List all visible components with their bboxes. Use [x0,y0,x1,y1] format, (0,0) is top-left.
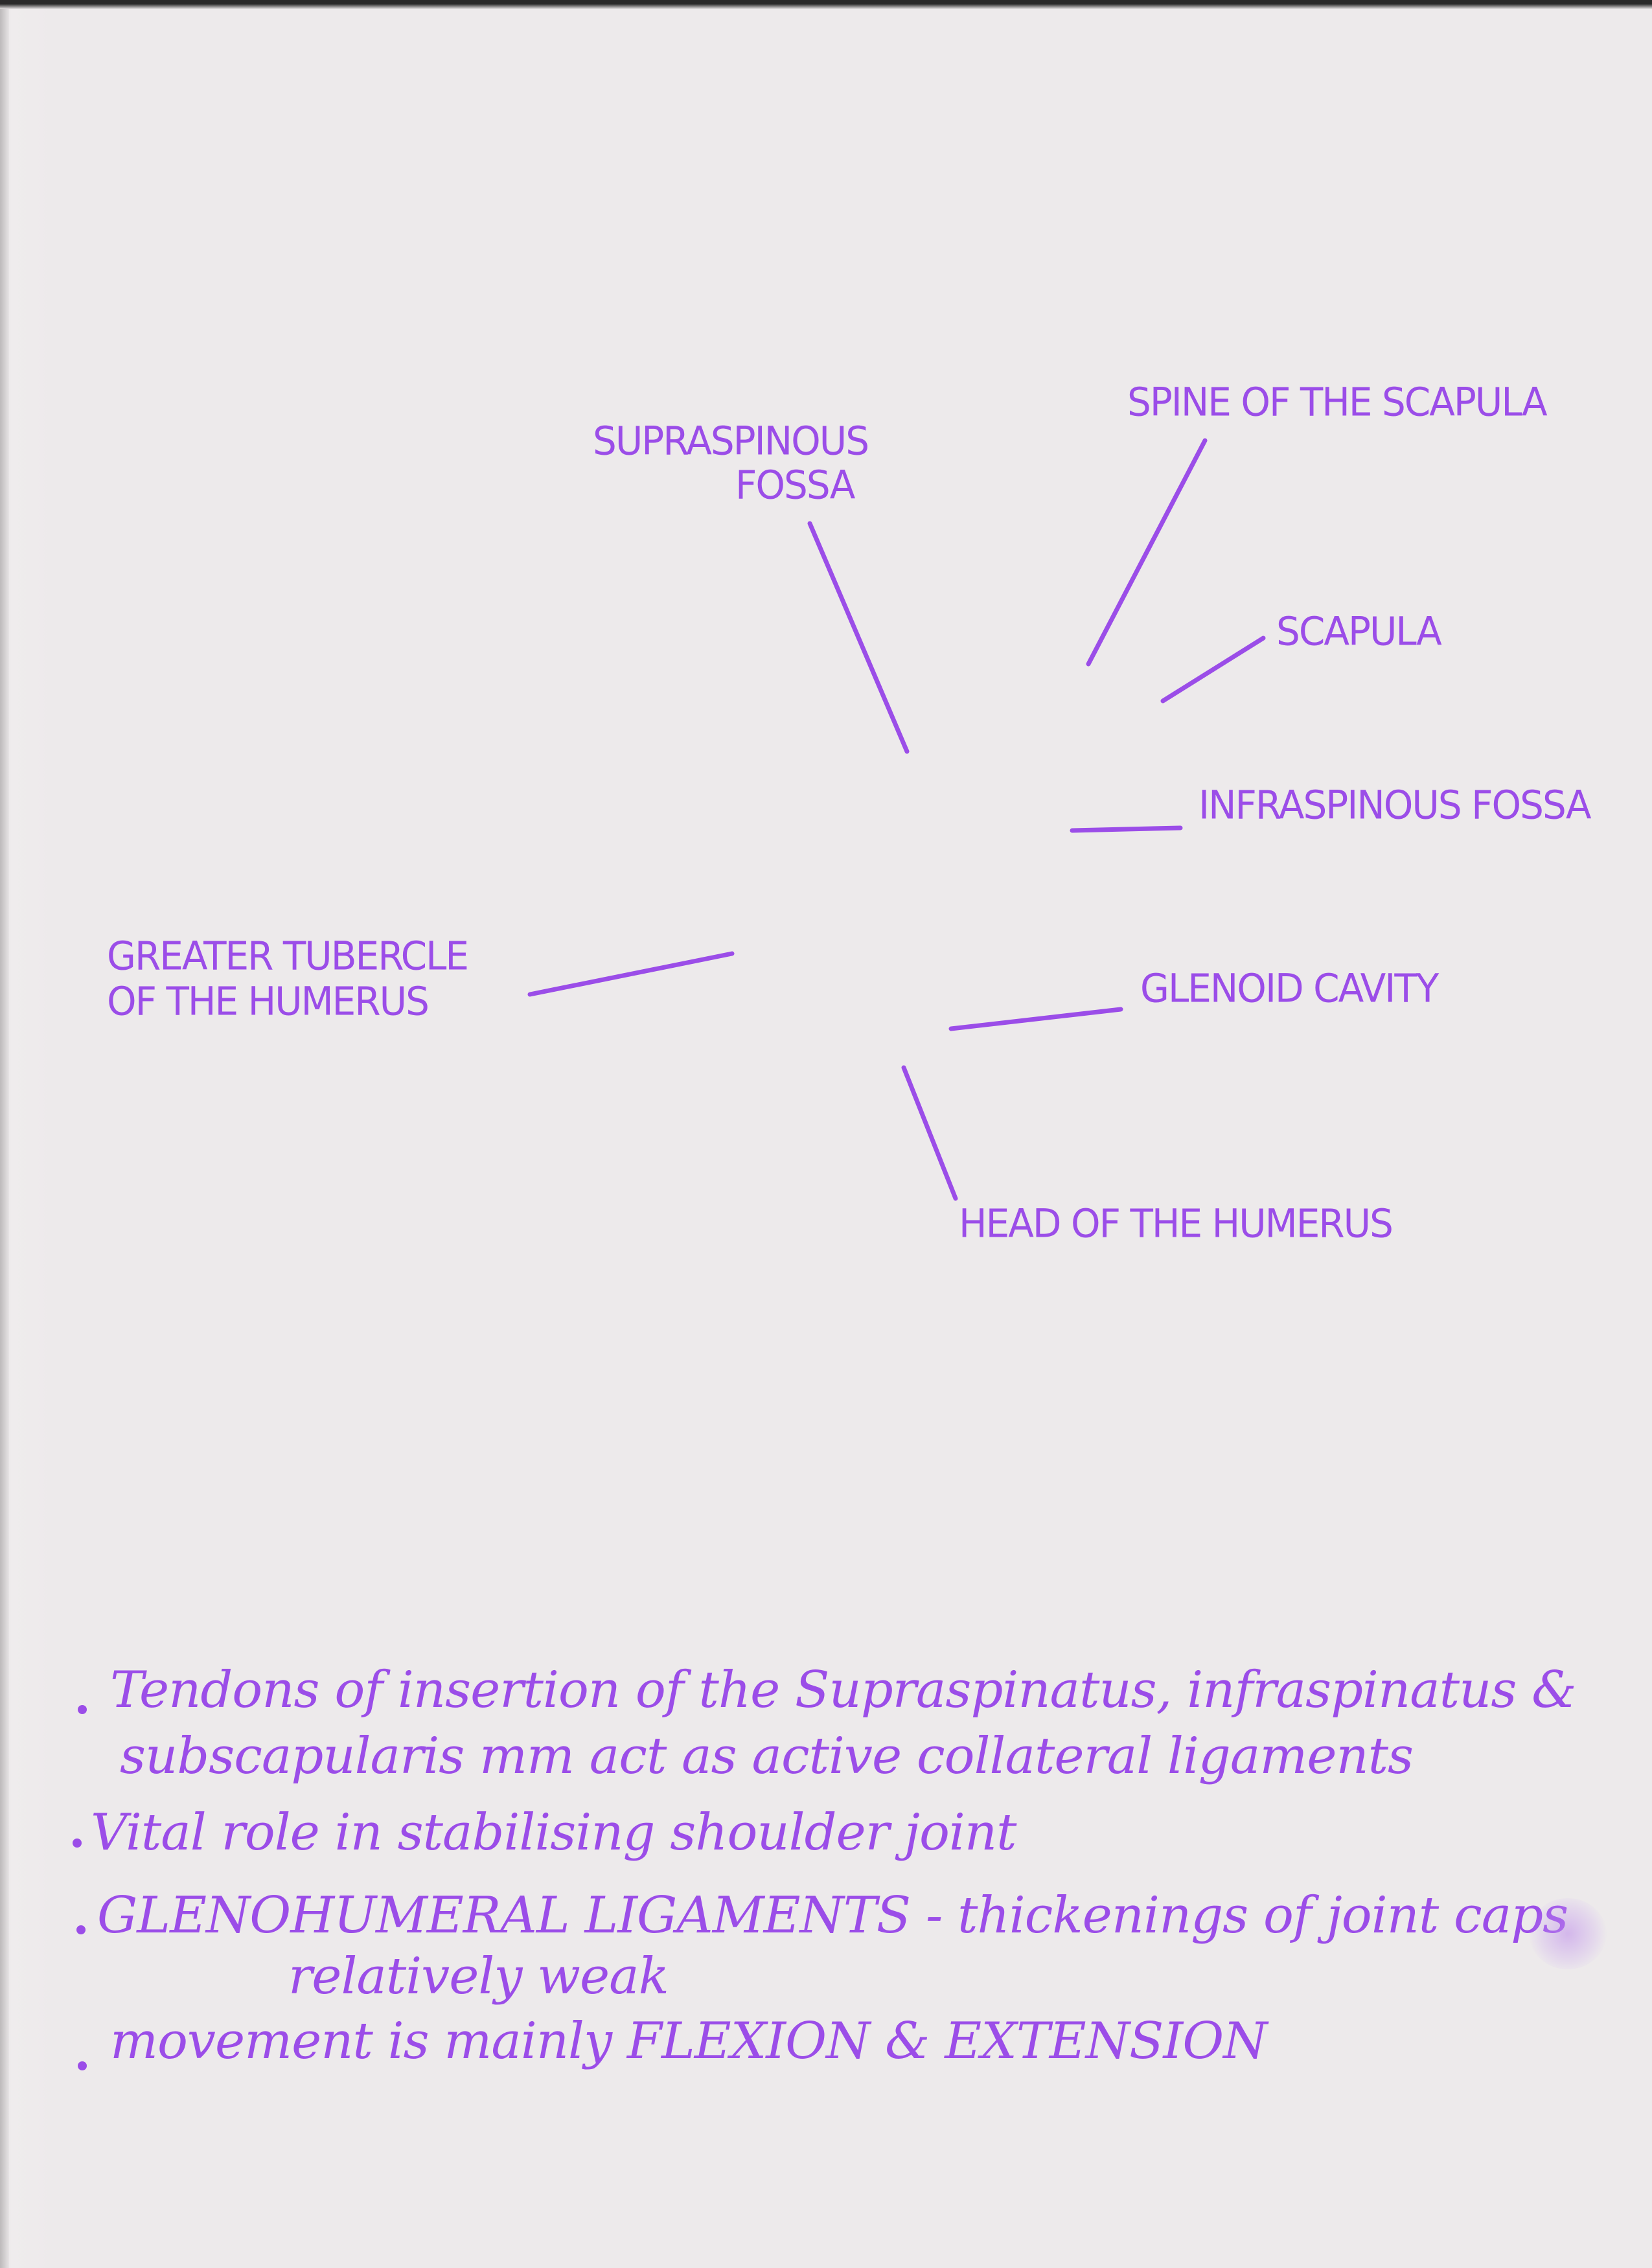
bullet-dot [73,1838,82,1848]
leader-greater-tubercle [527,951,735,997]
bullet-dot [78,2061,87,2070]
label-glenoid-cavity: GLENOID CAVITY [1140,965,1439,1012]
note-bullet4: movement is mainly FLEXION & EXTENSION [110,2012,1267,2070]
bullet-dot [76,1925,86,1934]
label-supraspinous-fossa-line1: SUPRASPINOUS [593,417,869,464]
page-top-edge [0,0,1652,9]
note-bullet2: Vital role in stabilising shoulder joint [91,1804,1016,1862]
ink-smudge [1529,1898,1607,1969]
note-bullet1-line2: subscapularis mm act as active collatera… [120,1727,1414,1785]
label-greater-tubercle-line1: GREATER TUBERCLE [107,932,469,979]
label-supraspinous-fossa-line2: FOSSA [735,461,855,509]
label-scapula: SCAPULA [1276,608,1442,655]
leader-head-of-humerus [901,1065,958,1201]
leader-infraspinous-fossa [1070,825,1183,833]
note-bullet3-line2: relatively weak [288,1947,669,2006]
label-head-of-humerus: HEAD OF THE HUMERUS [959,1200,1394,1247]
label-spine-of-scapula: SPINE OF THE SCAPULA [1127,378,1548,426]
leader-spine-of-scapula [1086,438,1208,667]
note-bullet1-line1: Tendons of insertion of the Supraspinatu… [110,1661,1577,1719]
label-greater-tubercle-line2: OF THE HUMERUS [107,978,430,1025]
leader-glenoid-cavity [948,1007,1123,1031]
note-bullet3-line1: GLENOHUMERAL LIGAMENTS - thickenings of … [97,1886,1568,1945]
page-edge-shadow [0,0,9,2268]
label-infraspinous-fossa: INFRASPINOUS FOSSA [1199,781,1592,829]
leader-supraspinous-fossa [807,521,910,754]
leader-scapula [1160,636,1266,704]
bullet-dot [78,1705,87,1714]
